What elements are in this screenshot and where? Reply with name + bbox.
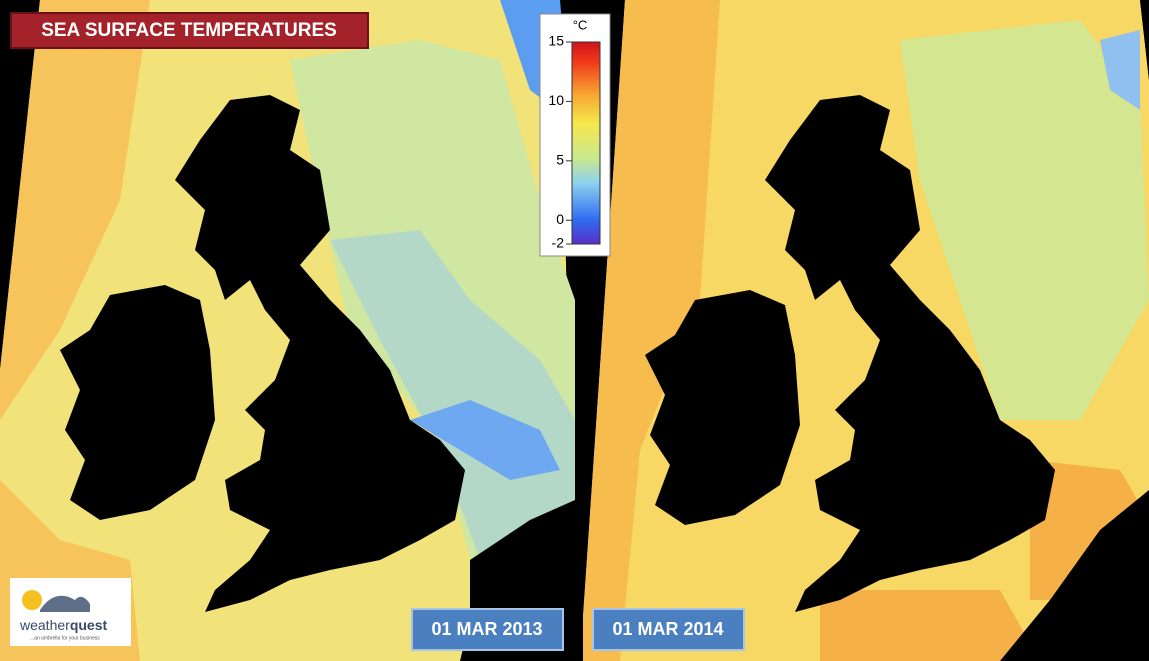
colorbar-tick-label: 15 <box>548 33 564 49</box>
date-box <box>592 608 745 651</box>
date-box <box>411 608 564 651</box>
colorbar-tick-label: -2 <box>552 235 565 251</box>
logo-brand-part: quest <box>70 617 108 633</box>
colorbar <box>571 41 601 245</box>
sea-warm <box>0 0 150 420</box>
sea-cool <box>900 20 1149 420</box>
logo-brand: weatherquest <box>19 617 107 633</box>
title-box <box>10 12 369 49</box>
logo-tagline: ...an umbrella for your business <box>30 635 100 641</box>
sea-cold <box>1100 30 1140 110</box>
colorbar-ticks: 15 10 5 0 -2 <box>548 33 572 251</box>
panel-divider <box>575 0 583 661</box>
sea-very-cold <box>410 400 560 480</box>
map-panel-2013 <box>0 0 575 661</box>
land <box>1000 490 1149 661</box>
logo-cloud <box>40 595 90 612</box>
map-panel-2014 <box>580 0 1149 661</box>
colorbar-tick-label: 0 <box>556 211 564 227</box>
date-label: 01 MAR 2013 <box>431 619 542 639</box>
sea-warm <box>1030 460 1149 600</box>
colorbar-unit: °C <box>573 17 588 32</box>
logo-brand-part: weather <box>19 617 70 633</box>
sea-warm <box>820 590 1040 661</box>
title: SEA SURFACE TEMPERATURES <box>41 20 337 41</box>
colorbar-tick-label: 5 <box>556 152 564 168</box>
logo-sun <box>22 590 42 610</box>
date-label: 01 MAR 2014 <box>612 619 723 639</box>
colorbar-tick-label: 10 <box>548 92 564 108</box>
sea-warm <box>580 0 720 661</box>
land <box>1140 0 1149 80</box>
